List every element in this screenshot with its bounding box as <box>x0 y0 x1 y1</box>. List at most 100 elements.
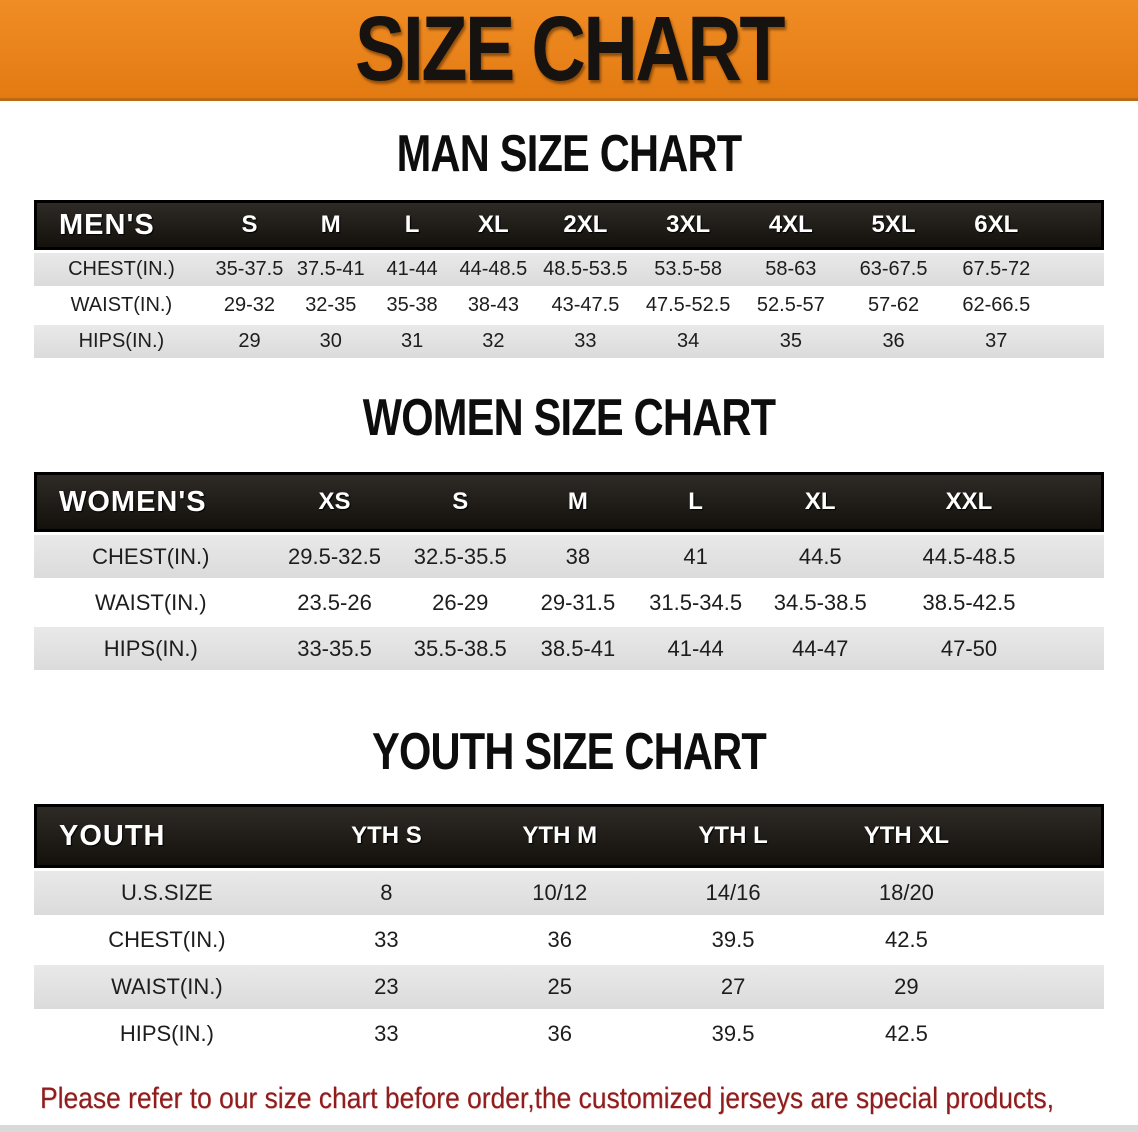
value-cell: 36 <box>842 325 945 358</box>
spacer-cell <box>993 918 1104 962</box>
value-cell: 33 <box>534 325 637 358</box>
size-column-header: 4XL <box>739 200 843 250</box>
size-column-header: L <box>636 472 755 532</box>
value-cell: 39.5 <box>646 918 820 962</box>
value-cell: 42.5 <box>819 1012 994 1056</box>
table-label-header: MEN'S <box>34 200 209 250</box>
youth-size-table: YOUTH YTH S YTH M YTH L YTH XL U.S.SIZE 8 10/12… <box>34 801 1104 1059</box>
banner: SIZE CHART <box>0 0 1138 101</box>
banner-title: SIZE CHART <box>354 0 786 100</box>
table-row: CHEST(IN.) 33 36 39.5 42.5 <box>34 918 1104 962</box>
value-cell: 36 <box>473 918 647 962</box>
value-cell: 32 <box>452 325 535 358</box>
spacer-cell <box>993 1012 1104 1056</box>
value-cell: 52.5-57 <box>739 289 843 322</box>
value-cell: 35-38 <box>371 289 453 322</box>
men-size-table: MEN'S S M L XL 2XL 3XL 4XL 5XL 6XL CHEST(IN.) 35-37… <box>34 197 1104 361</box>
size-column-header: 3XL <box>636 200 740 250</box>
value-cell: 29 <box>819 965 994 1009</box>
table-row: U.S.SIZE 8 10/12 14/16 18/20 <box>34 871 1104 915</box>
value-cell: 23.5-26 <box>267 581 402 624</box>
size-column-header: M <box>290 200 372 250</box>
value-cell: 43-47.5 <box>534 289 637 322</box>
size-column-header: 5XL <box>842 200 945 250</box>
row-label: HIPS(IN.) <box>34 1012 300 1056</box>
row-label: CHEST(IN.) <box>34 535 268 578</box>
table-label-header: YOUTH <box>34 804 300 868</box>
table-row: HIPS(IN.) 29 30 31 32 33 34 35 36 37 <box>34 325 1104 358</box>
size-column-header: XXL <box>886 472 1052 532</box>
value-cell: 62-66.5 <box>944 289 1048 322</box>
women-size-table: WOMEN'S XS S M L XL XXL CHEST(IN.) 29.5-32.5 32.5… <box>34 469 1104 673</box>
value-cell: 29-32 <box>208 289 291 322</box>
bottom-edge-strip <box>0 1125 1138 1132</box>
size-column-header: S <box>208 200 291 250</box>
women-table-wrap: WOMEN'S XS S M L XL XXL CHEST(IN.) 29.5-32.5 32.5… <box>0 469 1138 673</box>
value-cell: 31 <box>371 325 453 358</box>
table-row: WAIST(IN.) 23 25 27 29 <box>34 965 1104 1009</box>
spacer-cell <box>993 804 1104 868</box>
value-cell: 67.5-72 <box>944 253 1048 286</box>
value-cell: 31.5-34.5 <box>636 581 755 624</box>
men-table-wrap: MEN'S S M L XL 2XL 3XL 4XL 5XL 6XL CHEST(IN.) 35-37… <box>0 197 1138 361</box>
spacer-cell <box>993 965 1104 1009</box>
size-column-header: XL <box>452 200 535 250</box>
value-cell: 18/20 <box>819 871 994 915</box>
value-cell: 27 <box>646 965 820 1009</box>
header-row: MEN'S S M L XL 2XL 3XL 4XL 5XL 6XL <box>34 200 1104 250</box>
value-cell: 29-31.5 <box>519 581 637 624</box>
value-cell: 37 <box>944 325 1048 358</box>
value-cell: 8 <box>299 871 474 915</box>
value-cell: 35-37.5 <box>208 253 291 286</box>
size-column-header: 2XL <box>534 200 637 250</box>
value-cell: 37.5-41 <box>290 253 372 286</box>
size-column-header: XS <box>267 472 402 532</box>
value-cell: 35 <box>739 325 843 358</box>
row-label: CHEST(IN.) <box>34 918 300 962</box>
value-cell: 41-44 <box>636 627 755 670</box>
value-cell: 41 <box>636 535 755 578</box>
value-cell: 33 <box>299 918 474 962</box>
table-label-header: WOMEN'S <box>34 472 268 532</box>
section-men: MAN SIZE CHART MEN'S S M L XL 2XL 3XL 4XL 5XL 6XL… <box>0 127 1138 361</box>
table-row: WAIST(IN.) 23.5-26 26-29 29-31.5 31.5-34.5 34… <box>34 581 1104 624</box>
size-column-header: L <box>371 200 453 250</box>
section-women: WOMEN SIZE CHART WOMEN'S XS S M L XL XXL CHEST(… <box>0 391 1138 673</box>
size-column-header: XL <box>754 472 887 532</box>
value-cell: 25 <box>473 965 647 1009</box>
table-row: HIPS(IN.) 33 36 39.5 42.5 <box>34 1012 1104 1056</box>
section-youth: YOUTH SIZE CHART YOUTH YTH S YTH M YTH L YTH… <box>0 725 1138 1059</box>
row-label: WAIST(IN.) <box>34 581 268 624</box>
value-cell: 23 <box>299 965 474 1009</box>
row-label: WAIST(IN.) <box>34 965 300 1009</box>
value-cell: 48.5-53.5 <box>534 253 637 286</box>
spacer-cell <box>1047 325 1104 358</box>
value-cell: 10/12 <box>473 871 647 915</box>
header-row: WOMEN'S XS S M L XL XXL <box>34 472 1104 532</box>
value-cell: 30 <box>290 325 372 358</box>
size-column-header: YTH S <box>299 804 474 868</box>
value-cell: 39.5 <box>646 1012 820 1056</box>
value-cell: 41-44 <box>371 253 453 286</box>
value-cell: 47.5-52.5 <box>636 289 740 322</box>
row-label: HIPS(IN.) <box>34 325 209 358</box>
size-column-header: 6XL <box>944 200 1048 250</box>
value-cell: 32.5-35.5 <box>401 535 520 578</box>
spacer-cell <box>1047 200 1104 250</box>
value-cell: 29 <box>208 325 291 358</box>
women-section-heading: WOMEN SIZE CHART <box>362 389 776 447</box>
row-label: U.S.SIZE <box>34 871 300 915</box>
value-cell: 26-29 <box>401 581 520 624</box>
value-cell: 38.5-41 <box>519 627 637 670</box>
table-row: WAIST(IN.) 29-32 32-35 35-38 38-43 43-47.5 47.… <box>34 289 1104 322</box>
spacer-cell <box>1047 289 1104 322</box>
value-cell: 44-47 <box>754 627 887 670</box>
value-cell: 34.5-38.5 <box>754 581 887 624</box>
size-column-header: M <box>519 472 637 532</box>
size-column-header: S <box>401 472 520 532</box>
row-label: CHEST(IN.) <box>34 253 209 286</box>
header-row: YOUTH YTH S YTH M YTH L YTH XL <box>34 804 1104 868</box>
youth-table-wrap: YOUTH YTH S YTH M YTH L YTH XL U.S.SIZE 8 10/12… <box>0 801 1138 1059</box>
row-label: WAIST(IN.) <box>34 289 209 322</box>
